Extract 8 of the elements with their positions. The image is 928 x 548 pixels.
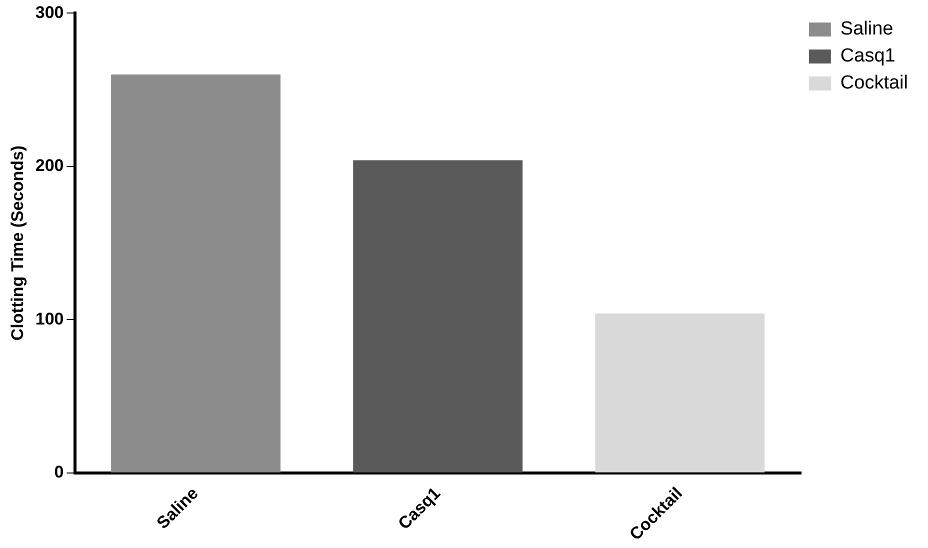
legend-label: Cocktail bbox=[840, 72, 908, 94]
y-tick-label: 300 bbox=[35, 2, 64, 22]
legend-label: Casq1 bbox=[840, 46, 896, 67]
y-tick-label: 200 bbox=[35, 156, 64, 176]
y-axis-title: Clotting Time (Seconds) bbox=[8, 145, 27, 341]
y-tick-label: 0 bbox=[54, 462, 64, 482]
y-tick-label: 100 bbox=[35, 309, 64, 328]
legend-label: Saline bbox=[840, 18, 894, 40]
